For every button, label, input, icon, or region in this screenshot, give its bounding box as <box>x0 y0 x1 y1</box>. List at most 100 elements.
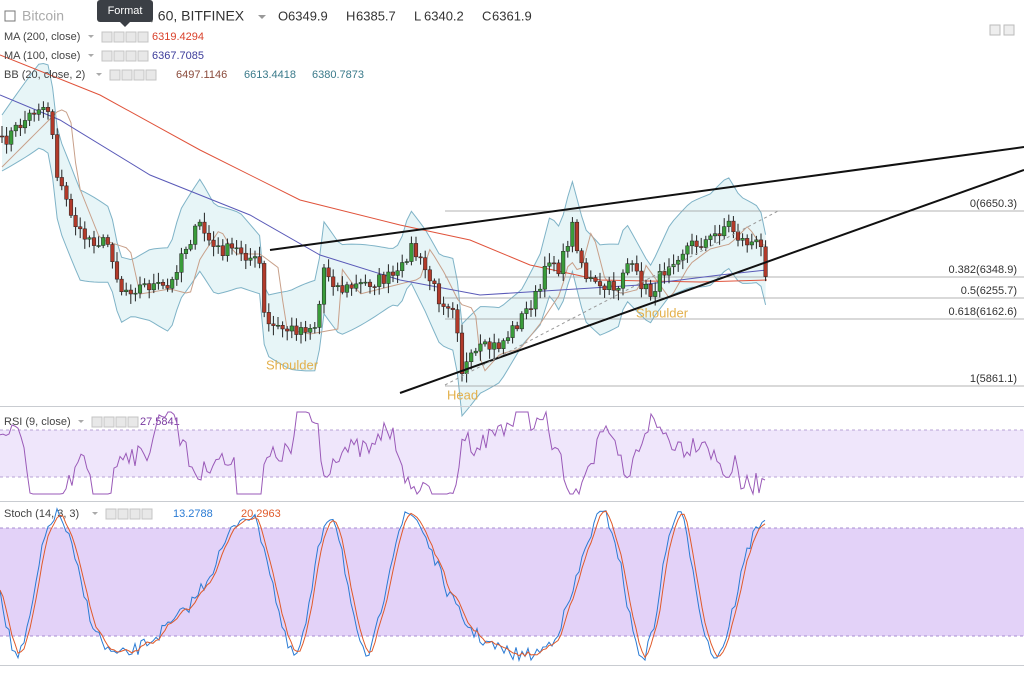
candle-body <box>326 267 331 278</box>
candle-body <box>202 221 207 234</box>
candle-body <box>616 287 621 291</box>
candle-body <box>289 325 294 332</box>
legend-button[interactable] <box>109 69 121 81</box>
legend-button[interactable] <box>103 416 115 428</box>
candle-body <box>542 265 547 290</box>
dropdown-arrow[interactable] <box>88 35 94 38</box>
dropdown-arrow[interactable] <box>258 15 266 19</box>
candle-body <box>395 270 400 276</box>
candle-body <box>441 303 446 307</box>
candle-body <box>538 288 543 292</box>
candle-body <box>404 261 409 263</box>
candle-body <box>657 271 662 292</box>
legend-button[interactable] <box>105 508 117 520</box>
candle-body <box>754 239 759 243</box>
candle-body <box>124 289 129 292</box>
candle-body <box>432 280 437 284</box>
candle-body <box>579 250 584 264</box>
ohlc-value: 6385.7 <box>356 8 396 23</box>
candle-body <box>482 341 488 345</box>
legend-button[interactable] <box>121 69 133 81</box>
candle-body <box>32 112 37 115</box>
indicator-value: 6319.4294 <box>152 31 204 43</box>
candle-body <box>252 256 258 259</box>
candle-body <box>478 343 483 352</box>
candle-body <box>436 283 442 305</box>
candle-body <box>271 323 276 326</box>
stoch-pane: Stoch (14, 3, 3) 13.2788 20.2963 <box>0 507 766 663</box>
candle-body <box>248 257 253 261</box>
candle-body <box>492 342 497 350</box>
candle-body <box>597 281 603 287</box>
candle-body <box>413 243 419 258</box>
candle-body <box>114 261 120 280</box>
legend-button[interactable] <box>113 50 125 62</box>
candle-body <box>36 109 41 115</box>
candle-body <box>653 291 658 297</box>
legend-button[interactable] <box>133 69 145 81</box>
price-pane: 0(6650.3) 0.382(6348.9) 0.5(6255.7) 0.618(6… <box>0 54 1024 418</box>
indicator-legends: MA (200, close) 6319.4294 MA (100, close) 6… <box>4 31 364 81</box>
candle-body <box>386 271 391 284</box>
candle-body <box>712 233 718 237</box>
legend-button[interactable] <box>125 31 137 43</box>
candle-body <box>128 289 133 295</box>
dropdown-arrow[interactable] <box>88 54 94 57</box>
candle-body <box>119 278 124 292</box>
candle-body <box>64 185 69 200</box>
candle-body <box>722 226 727 237</box>
candle-body <box>285 328 290 332</box>
candle-body <box>740 238 745 241</box>
collapse-icon[interactable] <box>4 10 16 22</box>
candle-body <box>91 237 97 246</box>
legend-button[interactable] <box>145 69 157 81</box>
candle-body <box>358 282 363 285</box>
candle-body <box>50 111 55 135</box>
legend-button[interactable] <box>125 50 137 62</box>
dropdown-arrow[interactable] <box>92 512 98 515</box>
rsi-band <box>0 430 1024 477</box>
legend-button[interactable] <box>113 31 125 43</box>
indicator-value: 13.2788 <box>173 508 213 520</box>
legend-button[interactable] <box>137 50 149 62</box>
scale-button[interactable] <box>1003 24 1015 36</box>
candle-body <box>321 267 327 305</box>
candle-body <box>257 256 262 264</box>
dropdown-arrow[interactable] <box>78 420 84 423</box>
candle-body <box>547 262 552 267</box>
legend-button[interactable] <box>127 416 139 428</box>
legend-button[interactable] <box>101 31 113 43</box>
candle-body <box>533 291 538 310</box>
candle-body <box>317 303 322 328</box>
candle-body <box>220 245 225 256</box>
candle-body <box>689 240 695 247</box>
legend-button[interactable] <box>129 508 141 520</box>
candle-body <box>574 221 580 252</box>
legend-button[interactable] <box>115 416 127 428</box>
candle-body <box>708 235 713 240</box>
candle-body <box>41 107 46 111</box>
candle-body <box>694 240 699 247</box>
scale-button[interactable] <box>989 24 1001 36</box>
legend-button[interactable] <box>117 508 129 520</box>
legend-button[interactable] <box>141 508 153 520</box>
stoch-k <box>0 507 766 663</box>
ohlc-legend: O 6349.9 H 6385.7 L 6340.2 C 6361.9 <box>278 8 532 23</box>
candle-body <box>59 177 64 187</box>
candle-body <box>133 292 138 295</box>
candle-body <box>142 283 147 286</box>
candle-body <box>354 283 359 289</box>
candle-body <box>749 241 754 246</box>
legend-button[interactable] <box>101 50 113 62</box>
legend-button[interactable] <box>91 416 103 428</box>
indicator-name: MA (200, close) <box>4 31 80 43</box>
candle-body <box>459 332 465 374</box>
interval-exchange: , 60, BITFINEX <box>150 8 245 24</box>
candle-body <box>165 285 170 289</box>
candle-body <box>156 281 161 284</box>
candle-body <box>731 220 736 233</box>
candle-body <box>625 263 630 274</box>
indicator-name: Stoch (14, 3, 3) <box>4 508 79 520</box>
legend-button[interactable] <box>137 31 149 43</box>
dropdown-arrow[interactable] <box>96 73 102 76</box>
